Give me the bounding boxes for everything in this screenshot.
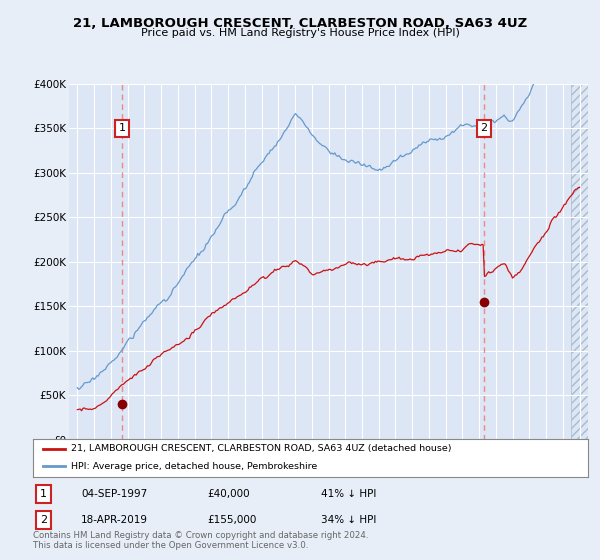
- Text: 21, LAMBOROUGH CRESCENT, CLARBESTON ROAD, SA63 4UZ: 21, LAMBOROUGH CRESCENT, CLARBESTON ROAD…: [73, 17, 527, 30]
- Text: 1: 1: [119, 123, 125, 133]
- Text: 04-SEP-1997: 04-SEP-1997: [81, 489, 147, 499]
- Text: 1: 1: [40, 489, 47, 499]
- Text: 41% ↓ HPI: 41% ↓ HPI: [321, 489, 376, 499]
- Bar: [571, 84, 588, 440]
- Text: 18-APR-2019: 18-APR-2019: [81, 515, 148, 525]
- Text: £155,000: £155,000: [207, 515, 256, 525]
- Text: 2: 2: [481, 123, 488, 133]
- Text: Contains HM Land Registry data © Crown copyright and database right 2024.
This d: Contains HM Land Registry data © Crown c…: [33, 530, 368, 550]
- Text: £40,000: £40,000: [207, 489, 250, 499]
- Text: 21, LAMBOROUGH CRESCENT, CLARBESTON ROAD, SA63 4UZ (detached house): 21, LAMBOROUGH CRESCENT, CLARBESTON ROAD…: [71, 444, 451, 453]
- Text: Price paid vs. HM Land Registry's House Price Index (HPI): Price paid vs. HM Land Registry's House …: [140, 28, 460, 38]
- Text: 2: 2: [40, 515, 47, 525]
- Text: HPI: Average price, detached house, Pembrokeshire: HPI: Average price, detached house, Pemb…: [71, 462, 317, 471]
- Text: 34% ↓ HPI: 34% ↓ HPI: [321, 515, 376, 525]
